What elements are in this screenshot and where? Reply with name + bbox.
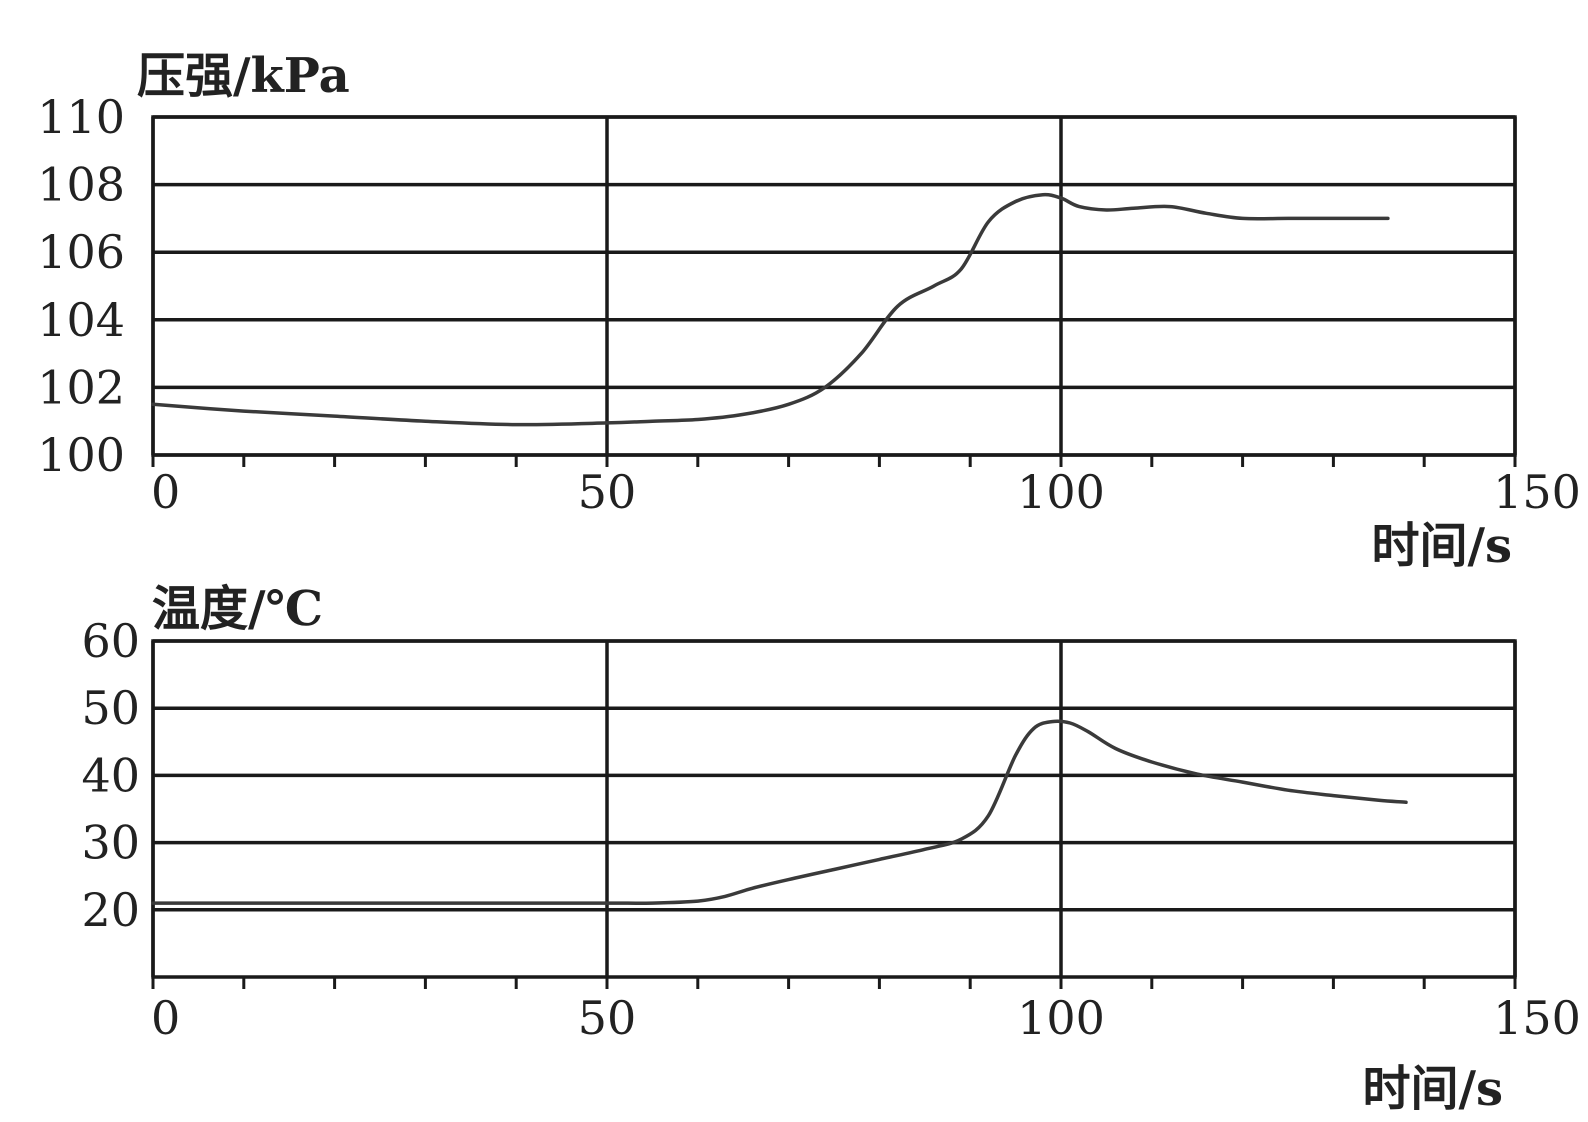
temperature-chart: 20 30 40 50 60 0 50 100 150 温度/℃ 时间/s xyxy=(81,581,1580,1117)
pressure-y-tick-label: 106 xyxy=(37,225,125,279)
temperature-y-axis-label: 温度/℃ xyxy=(152,581,323,637)
pressure-y-tick-label: 100 xyxy=(37,428,125,482)
temperature-x-tick-label: 0 xyxy=(151,991,180,1045)
pressure-y-tick-label: 110 xyxy=(37,90,125,144)
pressure-chart: 100 102 104 106 108 110 0 50 100 150 压强/kPa 时间/s xyxy=(37,48,1581,574)
pressure-plot-frame xyxy=(151,115,1517,457)
pressure-series-line xyxy=(151,192,1390,427)
pressure-x-tick-label: 150 xyxy=(1493,465,1581,519)
temperature-y-tick-label: 50 xyxy=(81,681,140,735)
pressure-x-axis-label: 时间/s xyxy=(1371,518,1512,574)
pressure-x-tick-label: 50 xyxy=(578,465,637,519)
temperature-x-axis-label: 时间/s xyxy=(1362,1061,1503,1117)
pressure-x-tick-label: 100 xyxy=(1017,465,1105,519)
temperature-x-tick-label: 150 xyxy=(1493,991,1581,1045)
pressure-x-tick-label: 0 xyxy=(151,465,180,519)
temperature-y-tick-label: 40 xyxy=(81,748,140,802)
pressure-y-axis-label: 压强/kPa xyxy=(137,48,350,104)
temperature-x-tick-label: 100 xyxy=(1017,991,1105,1045)
temperature-series-line xyxy=(151,719,1408,905)
pressure-y-tick-label: 102 xyxy=(37,360,125,414)
pressure-y-tick-label: 108 xyxy=(37,158,125,212)
temperature-x-tick-label: 50 xyxy=(578,991,637,1045)
temperature-y-tick-label: 30 xyxy=(81,816,140,870)
pressure-y-tick-label: 104 xyxy=(37,293,125,347)
temperature-y-tick-label: 60 xyxy=(81,614,140,668)
temperature-plot-frame xyxy=(151,639,1517,979)
temperature-y-tick-label: 20 xyxy=(81,883,140,937)
